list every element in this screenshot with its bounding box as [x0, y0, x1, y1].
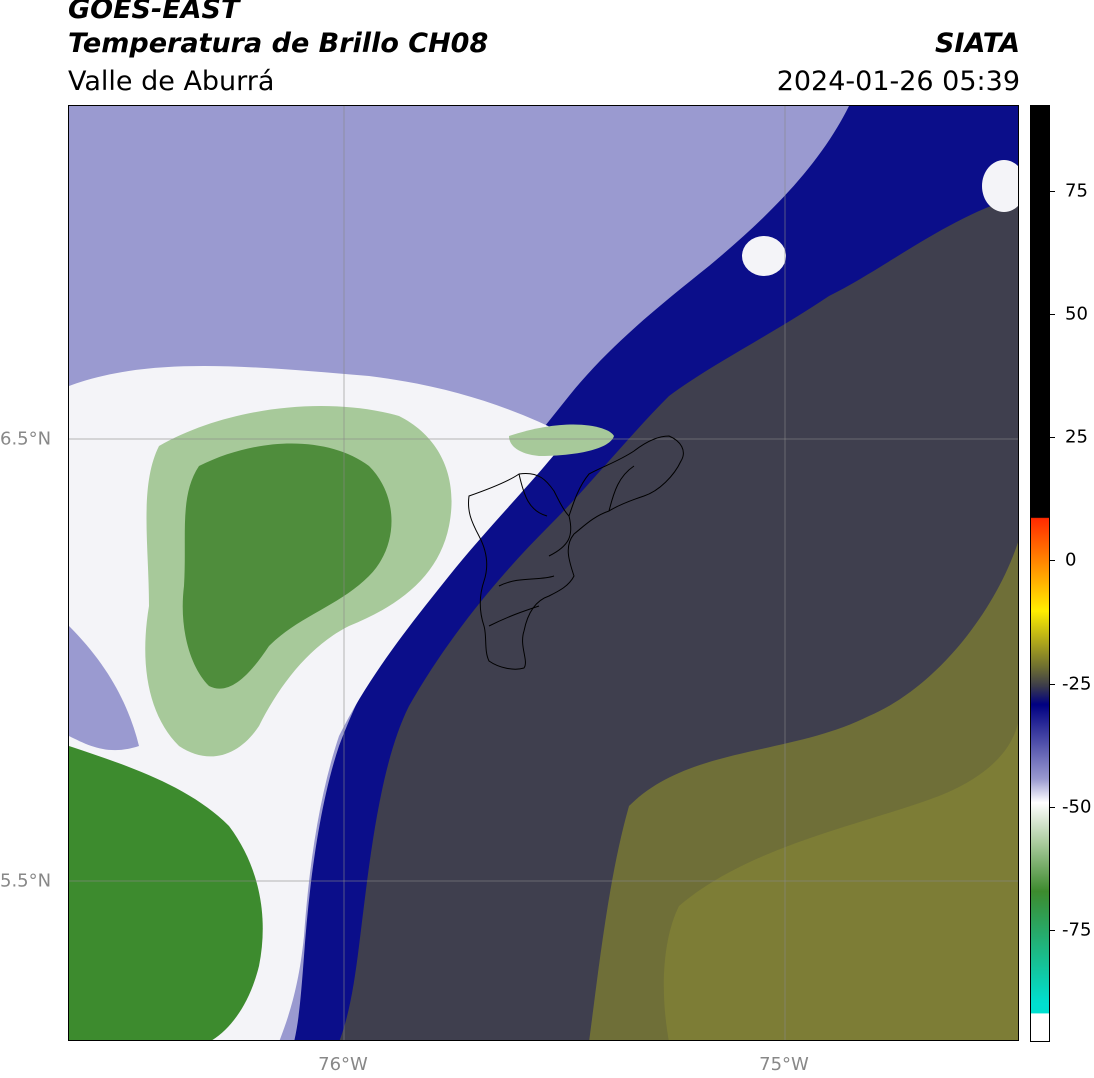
colorbar-label: -50: [1062, 796, 1092, 818]
colorbar-tick: [1050, 314, 1055, 315]
cold-cell-northeast: [982, 160, 1018, 212]
colorbar-label: 75: [1065, 180, 1088, 202]
colorbar-tick: [1050, 437, 1055, 438]
colorbar-tick: [1050, 684, 1055, 685]
brightness-temperature-map: [68, 105, 1019, 1041]
colorbar-label: 50: [1065, 303, 1088, 325]
municipality-line-3: [498, 575, 555, 587]
colorbar-label: 0: [1065, 549, 1077, 571]
temperature-colorbar: [1030, 105, 1050, 1042]
green-patch-north: [509, 424, 614, 456]
colorbar-label: 25: [1065, 426, 1088, 448]
lavender-patch-west: [69, 626, 139, 751]
map-canvas: [69, 106, 1018, 1040]
colorbar-label: -75: [1062, 919, 1092, 941]
colorbar-label: -25: [1062, 673, 1092, 695]
region-subtitle: Valle de Aburrá: [68, 66, 275, 97]
municipality-line-2: [548, 515, 572, 557]
green-cold-cloud: [182, 443, 392, 689]
product-title: Temperatura de Brillo CH08: [68, 28, 489, 59]
valle-aburra-outline: [468, 435, 684, 670]
colorbar-tick: [1050, 191, 1055, 192]
organization-label: SIATA: [934, 28, 1020, 59]
latitude-label: 6.5°N: [0, 428, 52, 450]
municipality-boundaries: [468, 435, 684, 670]
timestamp: 2024-01-26 05:39: [776, 66, 1020, 97]
municipality-line-5: [608, 465, 635, 512]
longitude-label: 76°W: [318, 1054, 368, 1075]
latitude-label: 5.5°N: [0, 870, 52, 892]
municipality-line-1: [518, 473, 548, 517]
colorbar-tick: [1050, 930, 1055, 931]
cold-cell-center: [742, 236, 786, 276]
municipality-line-4: [488, 605, 540, 627]
longitude-label: 75°W: [759, 1054, 809, 1075]
dark-green-cold-cloud: [69, 746, 263, 1040]
colorbar-tick: [1050, 560, 1055, 561]
satellite-title: GOES-EAST: [68, 0, 240, 25]
colorbar-tick: [1050, 807, 1055, 808]
